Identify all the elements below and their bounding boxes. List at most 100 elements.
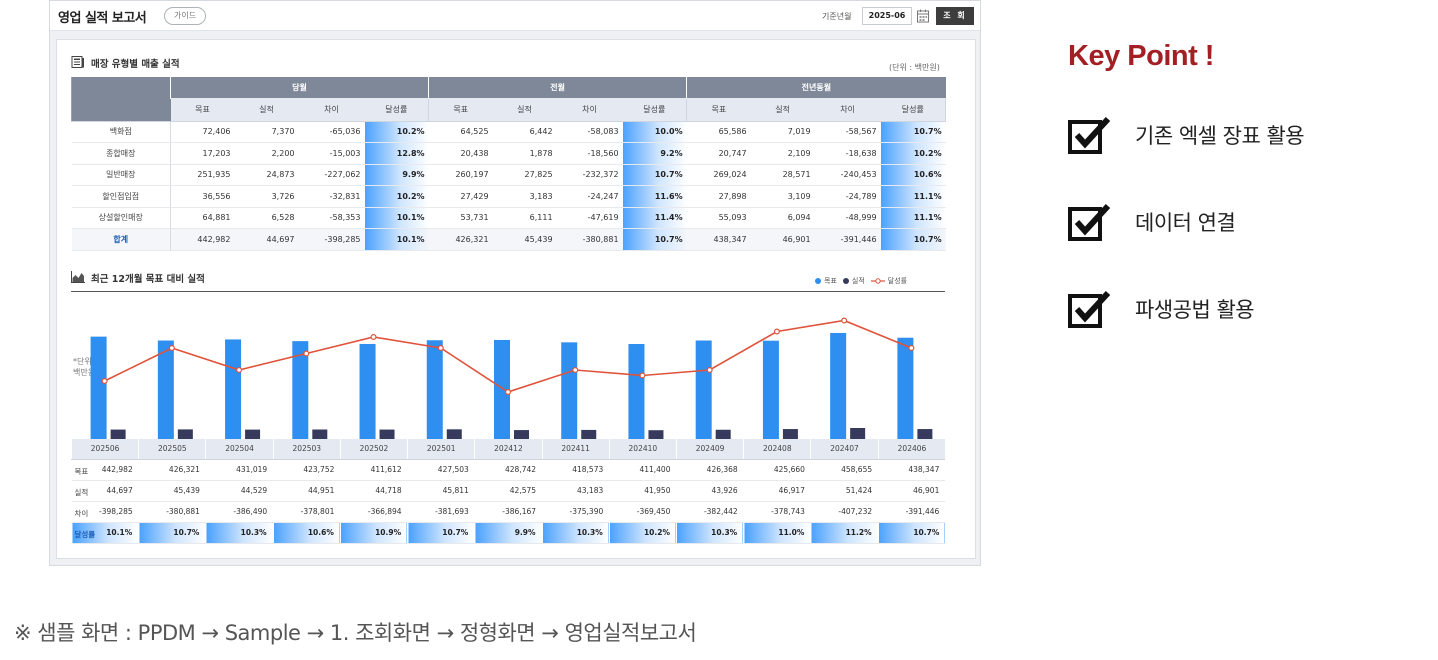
value-cell: 43,183	[542, 480, 610, 502]
value-cell: 6,528	[234, 207, 299, 229]
unit-label: (단위 : 백만원)	[889, 63, 940, 72]
value-cell: 425,660	[743, 459, 811, 481]
rate-cell: 11.1%	[880, 207, 946, 229]
target-bar	[561, 342, 578, 440]
value-cell: 64,881	[170, 207, 235, 229]
month-header: 202406	[877, 439, 946, 460]
value-cell: -47,619	[556, 207, 623, 229]
actual-bar	[177, 429, 193, 440]
rate-cell: 10.1%	[70, 522, 139, 544]
value-cell: -378,801	[273, 501, 341, 523]
value-cell: -232,372	[556, 164, 623, 186]
row-label: 백화점	[71, 121, 171, 143]
value-cell: -391,446	[878, 501, 946, 523]
date-input[interactable]: 2025-06	[862, 7, 912, 25]
value-cell: 3,183	[492, 185, 557, 208]
value-cell: 442,982	[170, 228, 235, 251]
value-cell: 3,726	[234, 185, 299, 208]
value-cell: 27,898	[686, 185, 751, 208]
rate-point	[437, 344, 444, 351]
monthly-chart	[90, 317, 933, 440]
value-cell: 7,370	[234, 121, 299, 143]
actual-bar	[648, 430, 664, 440]
rate-cell: 10.3%	[541, 522, 610, 544]
value-cell: 2,200	[234, 142, 299, 165]
report-panel: 매장 유형별 매출 실적 (단위 : 백만원) 당월 전월 전년동월 목표 실적 차…	[56, 39, 976, 559]
query-button[interactable]: 조 회	[936, 7, 974, 25]
chart-divider	[71, 291, 945, 292]
target-bar	[762, 340, 779, 440]
target-bar	[225, 339, 242, 440]
rate-cell: 10.2%	[608, 522, 677, 544]
rate-point	[639, 372, 646, 379]
table-corner	[71, 77, 171, 122]
month-header: 202506	[70, 439, 139, 460]
rate-cell: 10.1%	[364, 207, 429, 229]
value-cell: 36,556	[170, 185, 235, 208]
row-label-text: 목표	[74, 466, 89, 476]
sub-header: 실적	[750, 98, 815, 122]
value-cell: 431,019	[205, 459, 274, 481]
date-label: 기준년월	[822, 12, 852, 21]
actual-bar	[446, 429, 462, 440]
value-cell: 428,742	[474, 459, 543, 481]
table-row: 백화점 72,406 7,370 -65,036 10.2% 64,525 6,442 -58…	[71, 121, 946, 143]
legend-line-swatch	[870, 278, 885, 284]
row-label: 할인점입점	[71, 185, 171, 208]
value-cell: 44,697	[71, 480, 139, 502]
sub-header: 달성률	[880, 98, 947, 122]
value-cell: 45,439	[492, 228, 557, 251]
rate-cell: 10.2%	[364, 185, 429, 208]
value-cell: 27,825	[492, 164, 557, 186]
value-cell: 426,321	[428, 228, 493, 251]
sales-table: 당월 전월 전년동월 목표 실적 차이 달성률 목표 실적 차이 달성률 목표 실적 차이 달성률 백…	[71, 77, 947, 251]
table-row: 종합매장 17,203 2,200 -15,003 12.8% 20,438 1,878 -1…	[71, 142, 946, 165]
value-cell: 44,718	[340, 480, 408, 502]
row-label-text: 달성률	[74, 529, 96, 539]
key-point-text: 파생공법 활용	[1135, 298, 1255, 322]
legend-swatch	[815, 278, 821, 284]
value-cell: -407,232	[810, 501, 879, 523]
value-cell: 2,109	[750, 142, 815, 165]
actual-bar	[782, 429, 798, 440]
value-cell: 44,697	[234, 228, 299, 251]
month-header: 202504	[205, 439, 274, 460]
month-header: 202503	[272, 439, 341, 460]
table-row: 차이 -398,285 -380,881 -386,490 -378,801 -366,8…	[71, 501, 946, 523]
guide-button[interactable]: 가이드	[164, 7, 207, 25]
chart-unit-note: *단위 백만원	[73, 356, 113, 378]
value-cell: -24,247	[556, 185, 623, 208]
value-cell: 45,439	[138, 480, 206, 502]
value-cell: 64,525	[428, 121, 493, 143]
value-cell: -58,353	[298, 207, 365, 229]
value-cell: -366,894	[340, 501, 408, 523]
footer-note: ※ 샘플 화면 : PPDM → Sample → 1. 조회화면 → 정형화면…	[14, 621, 697, 645]
month-header: 202409	[675, 439, 744, 460]
value-cell: 427,503	[407, 459, 475, 481]
rate-cell: 9.9%	[474, 522, 543, 544]
value-cell: 53,731	[428, 207, 493, 229]
actual-bar	[379, 429, 395, 440]
month-header: 202412	[474, 439, 543, 460]
value-cell: 42,575	[474, 480, 543, 502]
rate-cell: 10.1%	[364, 228, 429, 251]
value-cell: 418,573	[542, 459, 610, 481]
value-cell: -24,789	[814, 185, 881, 208]
value-cell: -18,560	[556, 142, 623, 165]
actual-bar	[245, 429, 261, 440]
chart-legend: 목표 실적 달성률	[815, 276, 907, 286]
sub-header: 차이	[556, 98, 623, 122]
target-bar	[426, 340, 443, 440]
actual-bar	[715, 429, 731, 440]
value-cell: 3,109	[750, 185, 815, 208]
value-cell: -378,743	[743, 501, 811, 523]
calendar-icon[interactable]	[916, 8, 930, 24]
actual-bar	[312, 429, 328, 440]
value-cell: -380,881	[138, 501, 206, 523]
actual-bar	[110, 429, 126, 440]
value-cell: 72,406	[170, 121, 235, 143]
rate-cell: 10.6%	[880, 164, 946, 186]
rate-point	[505, 388, 512, 395]
value-cell: 44,951	[273, 480, 341, 502]
row-label-text: 차이	[74, 508, 89, 518]
